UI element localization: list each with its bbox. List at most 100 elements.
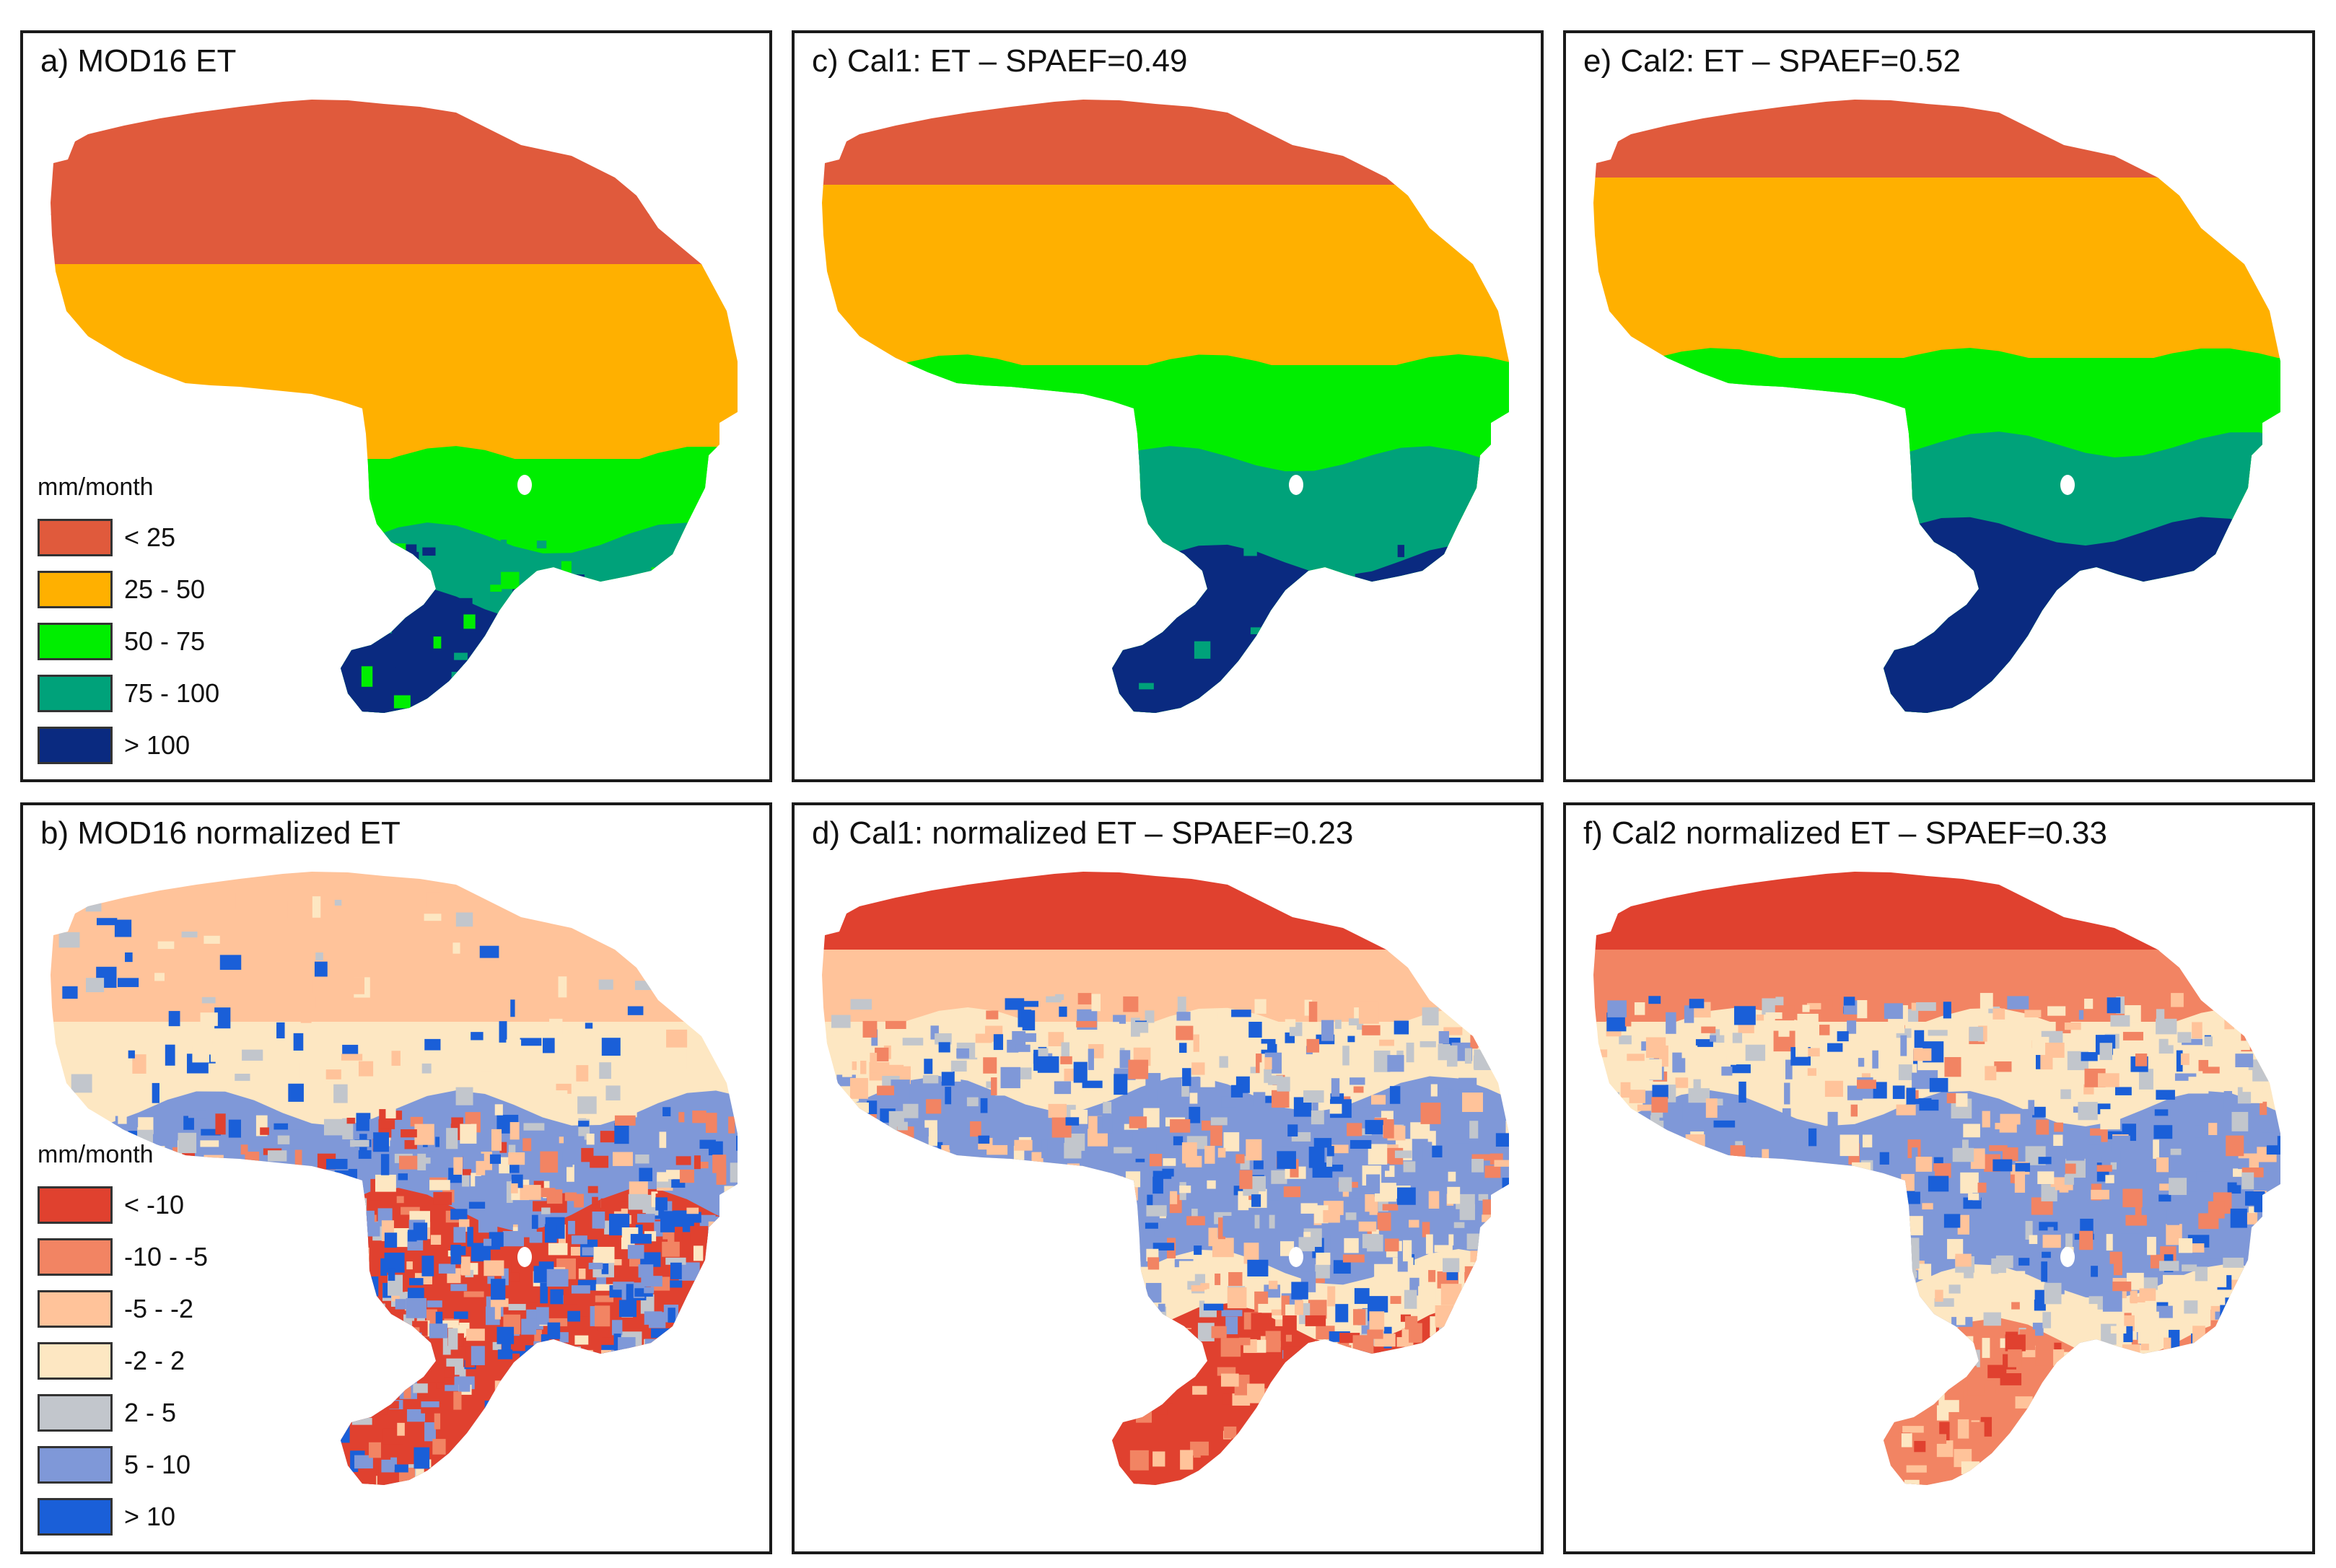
map-cell	[1914, 1030, 1925, 1048]
map-cell	[1272, 1090, 1290, 1108]
map-cell	[2192, 1326, 2205, 1344]
map-cell	[2066, 1145, 2085, 1161]
map-cell	[1351, 1191, 1362, 1199]
map-cell	[1254, 999, 1267, 1014]
map-cell	[475, 1175, 488, 1196]
map-cell	[489, 1232, 504, 1247]
map-cell	[1438, 1043, 1451, 1061]
map-cell	[1681, 1202, 1697, 1209]
map-cell	[600, 1198, 621, 1212]
map-cell	[657, 1472, 668, 1483]
map-cell	[2065, 1163, 2076, 1174]
map-cell	[1638, 1240, 1658, 1259]
map-cell	[300, 1446, 315, 1461]
map-cell	[279, 1193, 299, 1205]
map-cell	[884, 1323, 905, 1335]
map-cell	[1639, 1149, 1652, 1162]
lake	[2060, 1247, 2075, 1267]
map-cell	[1176, 1025, 1194, 1041]
map-cell	[1344, 1238, 1359, 1253]
map-cell	[1178, 1339, 1194, 1360]
map-cell	[1904, 1479, 1920, 1485]
map-cell	[2187, 1366, 2206, 1385]
map-cell	[1669, 1319, 1685, 1337]
map-cell	[1489, 608, 1495, 616]
map-cell	[694, 1155, 701, 1170]
map-cell	[1022, 1010, 1036, 1031]
map-cell	[717, 1311, 734, 1326]
map-cell	[1054, 1327, 1067, 1339]
legend-item: 25 - 50	[38, 564, 219, 616]
map-cell	[600, 1131, 615, 1143]
map-cell	[942, 1422, 949, 1440]
map-cell	[1124, 1042, 1139, 1051]
map-cell	[243, 597, 253, 616]
map-cell	[908, 1333, 919, 1347]
map-cell	[181, 931, 198, 938]
map-cell	[1968, 1193, 1980, 1201]
map-cell	[1414, 1352, 1422, 1363]
map-cell	[2208, 613, 2217, 628]
map-cell	[1189, 1092, 1198, 1104]
map-cell	[1143, 1108, 1160, 1128]
map-cell	[722, 1284, 737, 1300]
map-cell	[950, 1281, 966, 1298]
map-cell	[593, 1486, 599, 1494]
map-cell	[2166, 1209, 2179, 1225]
map-cell	[1162, 1372, 1171, 1380]
map-cell	[1836, 1340, 1857, 1347]
map-cell	[1176, 1012, 1191, 1021]
map-cell	[1720, 1311, 1736, 1318]
map-cell	[1134, 1453, 1145, 1470]
map-cell	[441, 1366, 455, 1378]
map-cell	[1308, 1002, 1318, 1022]
map-cell	[1689, 999, 1705, 1009]
map-cell	[1212, 1476, 1235, 1485]
map-cell	[1091, 662, 1102, 670]
map-cell	[1428, 1270, 1436, 1282]
map-cell	[293, 1033, 304, 1051]
map-cell	[700, 677, 713, 685]
map-cell	[240, 1160, 253, 1178]
map-cell	[1128, 1059, 1149, 1079]
map-cell	[1235, 1437, 1242, 1456]
map-cell	[227, 1372, 243, 1387]
map-cell	[1861, 1428, 1876, 1447]
map-cell	[1825, 1219, 1835, 1235]
map-cell	[512, 587, 522, 609]
map-cell	[281, 1453, 297, 1473]
map-cell	[736, 1206, 738, 1226]
map-cell	[637, 1422, 656, 1434]
map-cell	[2126, 1486, 2148, 1507]
map-cell	[1256, 1495, 1277, 1515]
map-cell	[1123, 996, 1139, 1012]
map-cell	[1945, 1350, 1965, 1360]
map-cell	[638, 1494, 650, 1511]
map-cell	[157, 941, 175, 950]
et-band	[51, 264, 738, 460]
map-cell	[368, 1276, 379, 1297]
map-cell	[1219, 1056, 1228, 1068]
map-cell	[414, 1332, 422, 1346]
map-cell	[327, 1450, 336, 1465]
map-cell	[1313, 1138, 1332, 1148]
map-cell	[1308, 1486, 1314, 1494]
map-cell	[246, 1360, 255, 1380]
map-cell	[985, 1240, 994, 1254]
map-cell	[1895, 1265, 1904, 1276]
map-cell	[1146, 1205, 1167, 1217]
map-cell	[1275, 1319, 1287, 1326]
map-cell	[1129, 1250, 1139, 1261]
map-cell	[2098, 695, 2114, 707]
map-cell	[295, 1296, 313, 1302]
map-cell	[573, 1354, 580, 1375]
map-cell	[2177, 629, 2197, 641]
map-cell	[1448, 1095, 1463, 1114]
map-cell	[1158, 1323, 1168, 1344]
map-cell	[1666, 1302, 1677, 1311]
map-cell	[1091, 994, 1101, 1012]
map-cell	[905, 1206, 918, 1222]
map-cell	[955, 628, 974, 641]
map-cell	[2061, 1461, 2070, 1476]
map-cell	[1075, 1412, 1082, 1432]
